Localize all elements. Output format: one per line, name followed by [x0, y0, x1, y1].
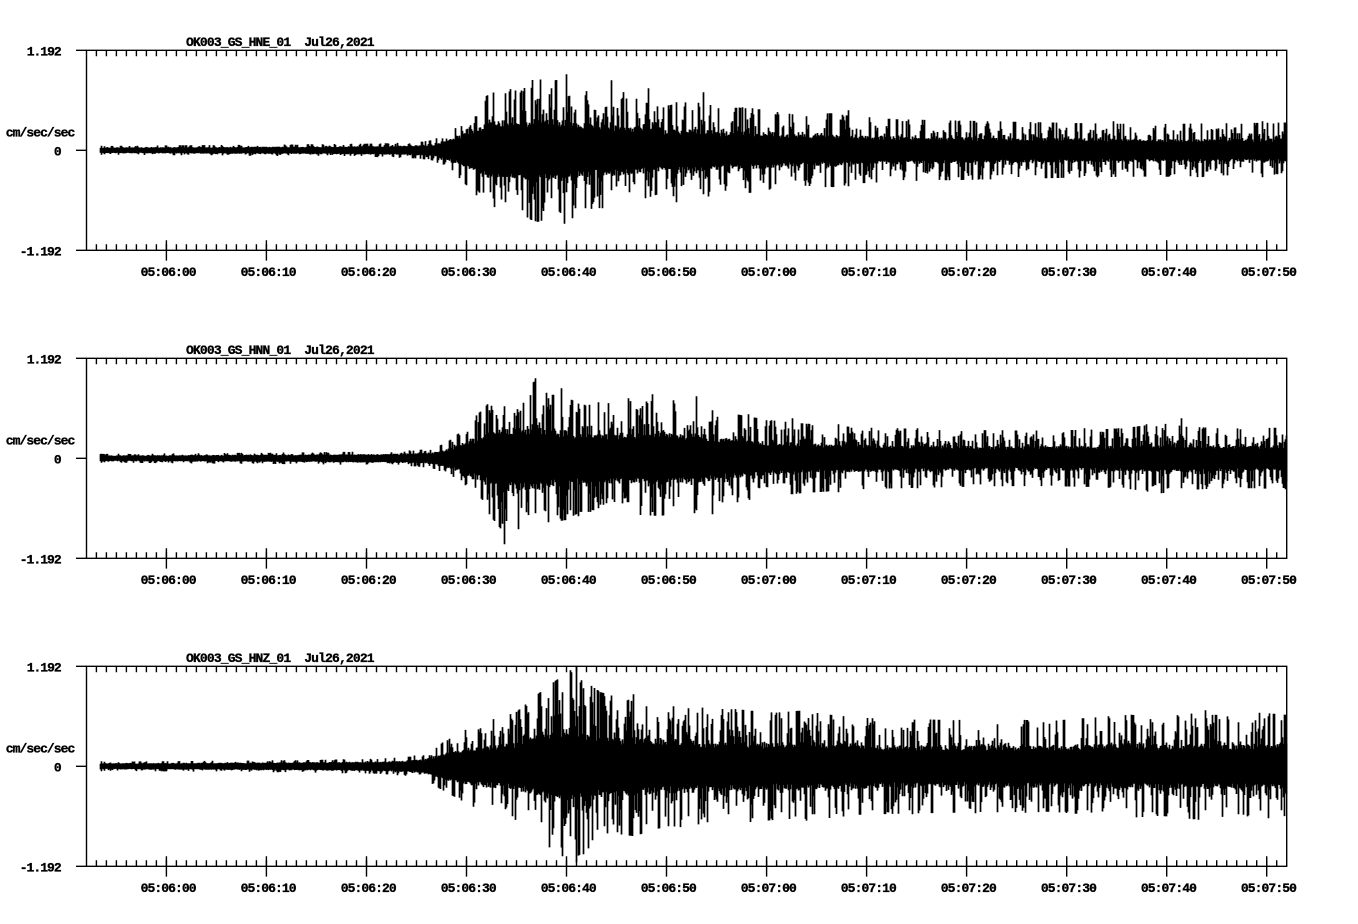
svg-text:OK003_GS_HNE_01 Jul26,2021: OK003_GS_HNE_01 Jul26,2021 — [186, 35, 375, 50]
svg-text:05:07:10: 05:07:10 — [841, 265, 897, 280]
svg-text:05:07:20: 05:07:20 — [941, 265, 997, 280]
svg-text:05:07:40: 05:07:40 — [1141, 265, 1197, 280]
svg-text:-1.192: -1.192 — [20, 552, 62, 567]
svg-text:1.192: 1.192 — [27, 352, 62, 367]
svg-text:05:06:00: 05:06:00 — [141, 881, 197, 896]
svg-text:05:07:00: 05:07:00 — [741, 573, 797, 588]
svg-text:05:07:30: 05:07:30 — [1041, 573, 1097, 588]
svg-text:05:06:00: 05:06:00 — [141, 265, 197, 280]
svg-text:0: 0 — [54, 452, 62, 467]
svg-text:1.192: 1.192 — [27, 44, 62, 59]
svg-text:0: 0 — [54, 144, 62, 159]
svg-text:05:07:50: 05:07:50 — [1241, 265, 1297, 280]
svg-text:05:07:50: 05:07:50 — [1241, 573, 1297, 588]
svg-text:05:07:10: 05:07:10 — [841, 573, 897, 588]
svg-text:OK003_GS_HNZ_01 Jul26,2021: OK003_GS_HNZ_01 Jul26,2021 — [186, 651, 375, 666]
svg-text:05:06:50: 05:06:50 — [641, 573, 697, 588]
svg-text:05:07:00: 05:07:00 — [741, 265, 797, 280]
svg-text:05:06:10: 05:06:10 — [241, 881, 297, 896]
svg-text:05:06:30: 05:06:30 — [441, 265, 497, 280]
svg-text:cm/sec/sec: cm/sec/sec — [6, 741, 76, 756]
svg-text:-1.192: -1.192 — [20, 244, 62, 259]
svg-text:05:07:00: 05:07:00 — [741, 881, 797, 896]
svg-text:05:06:20: 05:06:20 — [341, 265, 397, 280]
svg-text:05:07:20: 05:07:20 — [941, 573, 997, 588]
svg-text:05:07:30: 05:07:30 — [1041, 881, 1097, 896]
svg-text:05:07:50: 05:07:50 — [1241, 881, 1297, 896]
svg-text:05:06:00: 05:06:00 — [141, 573, 197, 588]
svg-text:1.192: 1.192 — [27, 660, 62, 675]
svg-text:05:06:30: 05:06:30 — [441, 881, 497, 896]
svg-text:05:07:20: 05:07:20 — [941, 881, 997, 896]
svg-text:05:06:30: 05:06:30 — [441, 573, 497, 588]
svg-text:05:07:40: 05:07:40 — [1141, 573, 1197, 588]
svg-text:OK003_GS_HNN_01 Jul26,2021: OK003_GS_HNN_01 Jul26,2021 — [186, 343, 375, 358]
svg-text:05:06:10: 05:06:10 — [241, 265, 297, 280]
svg-text:05:06:20: 05:06:20 — [341, 881, 397, 896]
svg-text:05:07:30: 05:07:30 — [1041, 265, 1097, 280]
svg-text:05:06:40: 05:06:40 — [541, 265, 597, 280]
svg-text:cm/sec/sec: cm/sec/sec — [6, 433, 76, 448]
svg-text:05:06:10: 05:06:10 — [241, 573, 297, 588]
svg-text:05:07:40: 05:07:40 — [1141, 881, 1197, 896]
svg-text:05:07:10: 05:07:10 — [841, 881, 897, 896]
svg-text:cm/sec/sec: cm/sec/sec — [6, 125, 76, 140]
svg-text:0: 0 — [54, 760, 62, 775]
svg-text:05:06:50: 05:06:50 — [641, 881, 697, 896]
svg-text:05:06:40: 05:06:40 — [541, 573, 597, 588]
svg-text:05:06:20: 05:06:20 — [341, 573, 397, 588]
svg-text:-1.192: -1.192 — [20, 860, 62, 875]
svg-text:05:06:50: 05:06:50 — [641, 265, 697, 280]
svg-text:05:06:40: 05:06:40 — [541, 881, 597, 896]
